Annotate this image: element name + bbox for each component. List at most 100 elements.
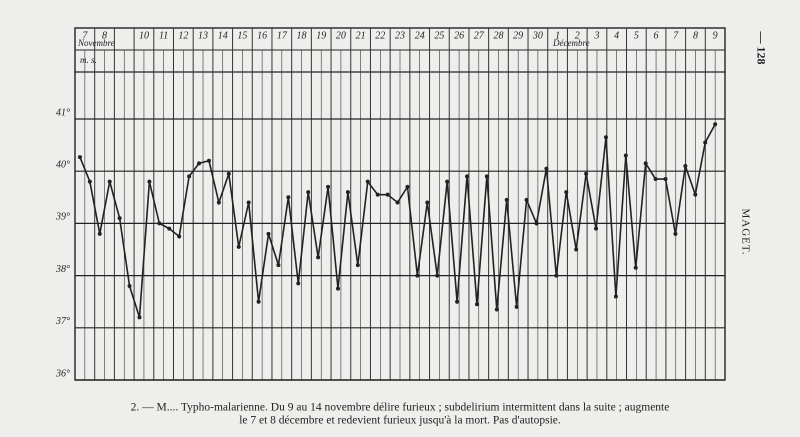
x-tick-label: 11: [159, 30, 168, 41]
caption: le 7 et 8 décembre et redevient furieux …: [239, 415, 561, 427]
point: [534, 221, 539, 226]
month-label: Décembre: [552, 38, 590, 48]
point: [236, 244, 241, 249]
x-tick-label: 16: [257, 30, 267, 41]
point: [484, 174, 489, 179]
point: [594, 226, 599, 231]
point: [544, 166, 549, 171]
x-tick-label: 18: [297, 30, 307, 41]
point: [395, 200, 400, 205]
caption: 2. — M.... Typho-malarienne. Du 9 au 14 …: [131, 402, 670, 414]
point: [653, 177, 658, 182]
point: [326, 184, 331, 189]
side-label: MAGET.: [739, 208, 751, 255]
point: [584, 171, 589, 176]
point: [197, 161, 202, 166]
point: [365, 179, 370, 184]
x-tick-label: 30: [532, 30, 543, 41]
x-tick-label: 29: [513, 30, 523, 41]
point: [167, 226, 172, 231]
x-tick-label: 15: [237, 30, 247, 41]
point: [474, 302, 479, 307]
point: [385, 192, 390, 197]
point: [405, 184, 410, 189]
point: [445, 179, 450, 184]
x-tick-label: 20: [336, 30, 346, 41]
point: [613, 294, 618, 299]
x-tick-label: 25: [434, 30, 444, 41]
x-tick-label: 14: [218, 30, 228, 41]
point: [524, 197, 529, 202]
point: [157, 221, 162, 226]
x-tick-label: 28: [493, 30, 503, 41]
point: [355, 263, 360, 268]
y-tick-label: 37°: [55, 316, 70, 327]
point: [494, 307, 499, 312]
point: [435, 273, 440, 278]
y-tick-label: 40°: [56, 159, 70, 170]
point: [603, 135, 608, 140]
point: [574, 247, 579, 252]
point: [137, 315, 142, 320]
point: [554, 273, 559, 278]
point: [415, 273, 420, 278]
x-tick-label: 7: [673, 30, 679, 41]
point: [87, 179, 92, 184]
x-tick-label: 1: [555, 30, 560, 41]
x-tick-label: 26: [454, 30, 464, 41]
point: [345, 190, 350, 195]
point: [117, 216, 122, 221]
point: [673, 231, 678, 236]
x-tick-label: 10: [139, 30, 149, 41]
page-number: — 128: [754, 31, 768, 65]
point: [246, 200, 251, 205]
point: [465, 174, 470, 179]
point: [633, 265, 638, 270]
x-tick-label: 17: [277, 30, 288, 41]
point: [266, 231, 271, 236]
point: [216, 200, 221, 205]
y-tick-label: 41°: [56, 107, 70, 118]
point: [455, 299, 460, 304]
point: [504, 197, 509, 202]
header-label: m. s.: [80, 55, 97, 65]
point: [107, 179, 112, 184]
point: [514, 304, 519, 309]
x-tick-label: 19: [316, 30, 326, 41]
x-tick-label: 12: [178, 30, 188, 41]
x-tick-label: 8: [102, 30, 107, 41]
point: [703, 140, 708, 145]
point: [97, 231, 102, 236]
point: [127, 284, 132, 289]
y-tick-label: 39°: [55, 212, 70, 223]
point: [375, 192, 380, 197]
x-tick-label: 9: [713, 30, 718, 41]
x-tick-label: 22: [375, 30, 385, 41]
point: [206, 158, 211, 163]
point: [683, 163, 688, 168]
x-tick-label: 5: [634, 30, 639, 41]
point: [316, 255, 321, 260]
y-tick-label: 38°: [55, 264, 70, 275]
point: [77, 155, 82, 160]
point: [296, 281, 301, 286]
x-tick-label: 8: [693, 30, 698, 41]
point: [643, 161, 648, 166]
point: [713, 122, 718, 127]
point: [306, 190, 311, 195]
point: [663, 177, 668, 182]
x-tick-label: 4: [614, 30, 619, 41]
month-label: Novembre: [77, 38, 115, 48]
point: [187, 174, 192, 179]
y-tick-label: 36°: [55, 368, 70, 379]
point: [147, 179, 152, 184]
x-tick-label: 24: [415, 30, 425, 41]
point: [564, 190, 569, 195]
x-tick-label: 23: [395, 30, 405, 41]
point: [623, 153, 628, 158]
x-tick-label: 3: [593, 30, 599, 41]
point: [693, 192, 698, 197]
x-tick-label: 6: [654, 30, 659, 41]
point: [226, 171, 231, 176]
